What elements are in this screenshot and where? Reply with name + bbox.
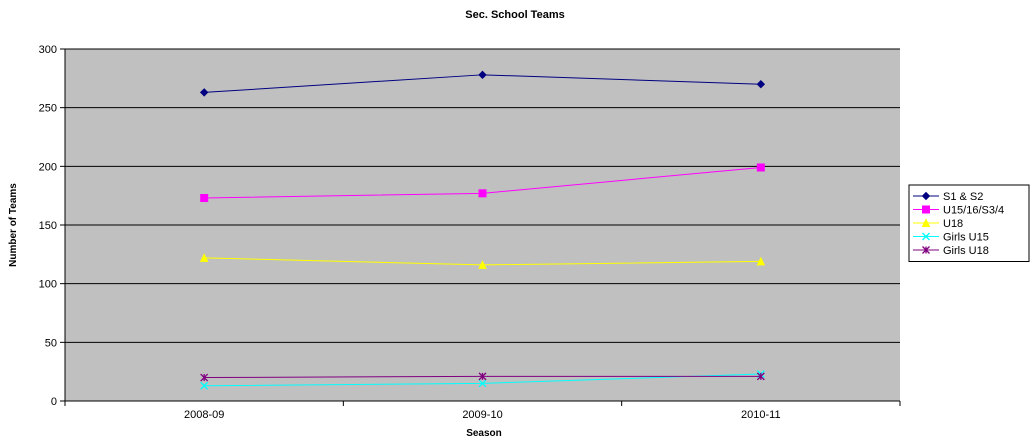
y-tick-label: 150 [39,220,57,232]
legend-label: U18 [943,218,963,230]
legend-label: Girls U15 [943,232,989,244]
gridlines [65,48,900,343]
data-point [478,70,487,80]
data-point [756,372,765,381]
data-point [478,379,487,388]
x-tick-label: 2009-10 [462,409,502,421]
legend-marker [922,205,930,214]
legend-marker [921,218,931,227]
series-layer [199,70,766,390]
data-point [756,79,766,89]
data-point [478,189,487,198]
data-point [478,260,487,269]
series-0 [199,70,766,97]
legend-marker [922,232,930,241]
series-2 [199,253,766,269]
y-axis-title: Number of Teams [8,183,19,267]
legend-marker [921,191,931,201]
legend-label: Girls U18 [943,245,989,257]
y-tick-label: 300 [39,44,57,56]
data-point [756,256,766,266]
x-axis-tick-labels: 2008-09 2009-10 2010-11 [64,401,901,421]
legend-entry: U18 [913,218,963,230]
legend-label: S1 & S2 [943,191,983,203]
legend-entry: Girls U15 [913,232,989,244]
y-tick-label: 200 [39,161,57,173]
x-axis-title: Season [466,428,502,439]
data-point [200,373,209,382]
data-point [199,253,209,262]
y-tick-label: 0 [51,396,57,408]
series-4 [200,372,765,382]
y-axis-tick-labels: 0 50 100 150 200 250 300 [39,44,65,408]
data-point [478,372,487,381]
legend-entry: Girls U18 [913,245,989,257]
y-tick-label: 250 [39,103,57,115]
chart-title: Sec. School Teams [465,9,564,21]
x-tick-label: 2010-11 [741,409,781,421]
y-tick-label: 100 [39,279,57,291]
x-tick-label: 2008-09 [184,409,224,421]
legend-entry: S1 & S2 [913,191,983,203]
legend-entry: U15/16/S3/4 [913,205,1004,217]
data-point [756,163,765,172]
data-point [200,381,209,390]
data-point [200,194,209,203]
legend-marker [922,246,930,254]
series-1 [200,163,765,203]
data-point [199,88,209,97]
y-tick-label: 50 [45,337,57,349]
legend-label: U15/16/S3/4 [943,205,1004,217]
